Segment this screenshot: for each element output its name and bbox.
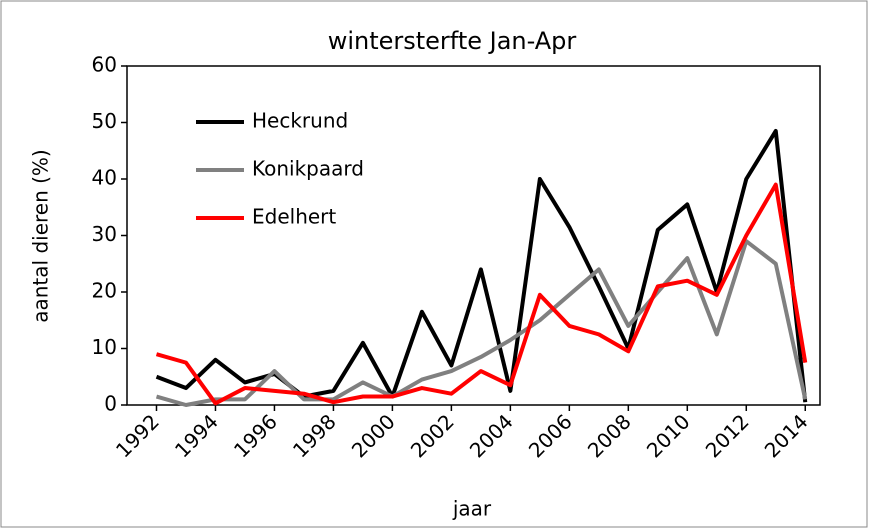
y-tick-label: 60 xyxy=(92,53,117,77)
y-tick-label: 10 xyxy=(92,335,117,359)
y-tick-label: 20 xyxy=(92,279,117,303)
x-axis-label: jaar xyxy=(452,497,492,521)
y-tick-label: 0 xyxy=(104,392,117,416)
chart-title: wintersterfte Jan-Apr xyxy=(328,27,577,55)
legend-label: Heckrund xyxy=(252,109,348,133)
y-tick-label: 30 xyxy=(92,222,117,246)
series-line xyxy=(155,182,808,406)
legend-label: Konikpaard xyxy=(252,157,364,181)
legend-label: Edelhert xyxy=(252,205,336,229)
y-tick-label: 40 xyxy=(92,166,117,190)
y-axis-label: aantal dieren (%) xyxy=(29,149,53,323)
series-line xyxy=(155,128,808,403)
y-tick-label: 50 xyxy=(92,109,117,133)
